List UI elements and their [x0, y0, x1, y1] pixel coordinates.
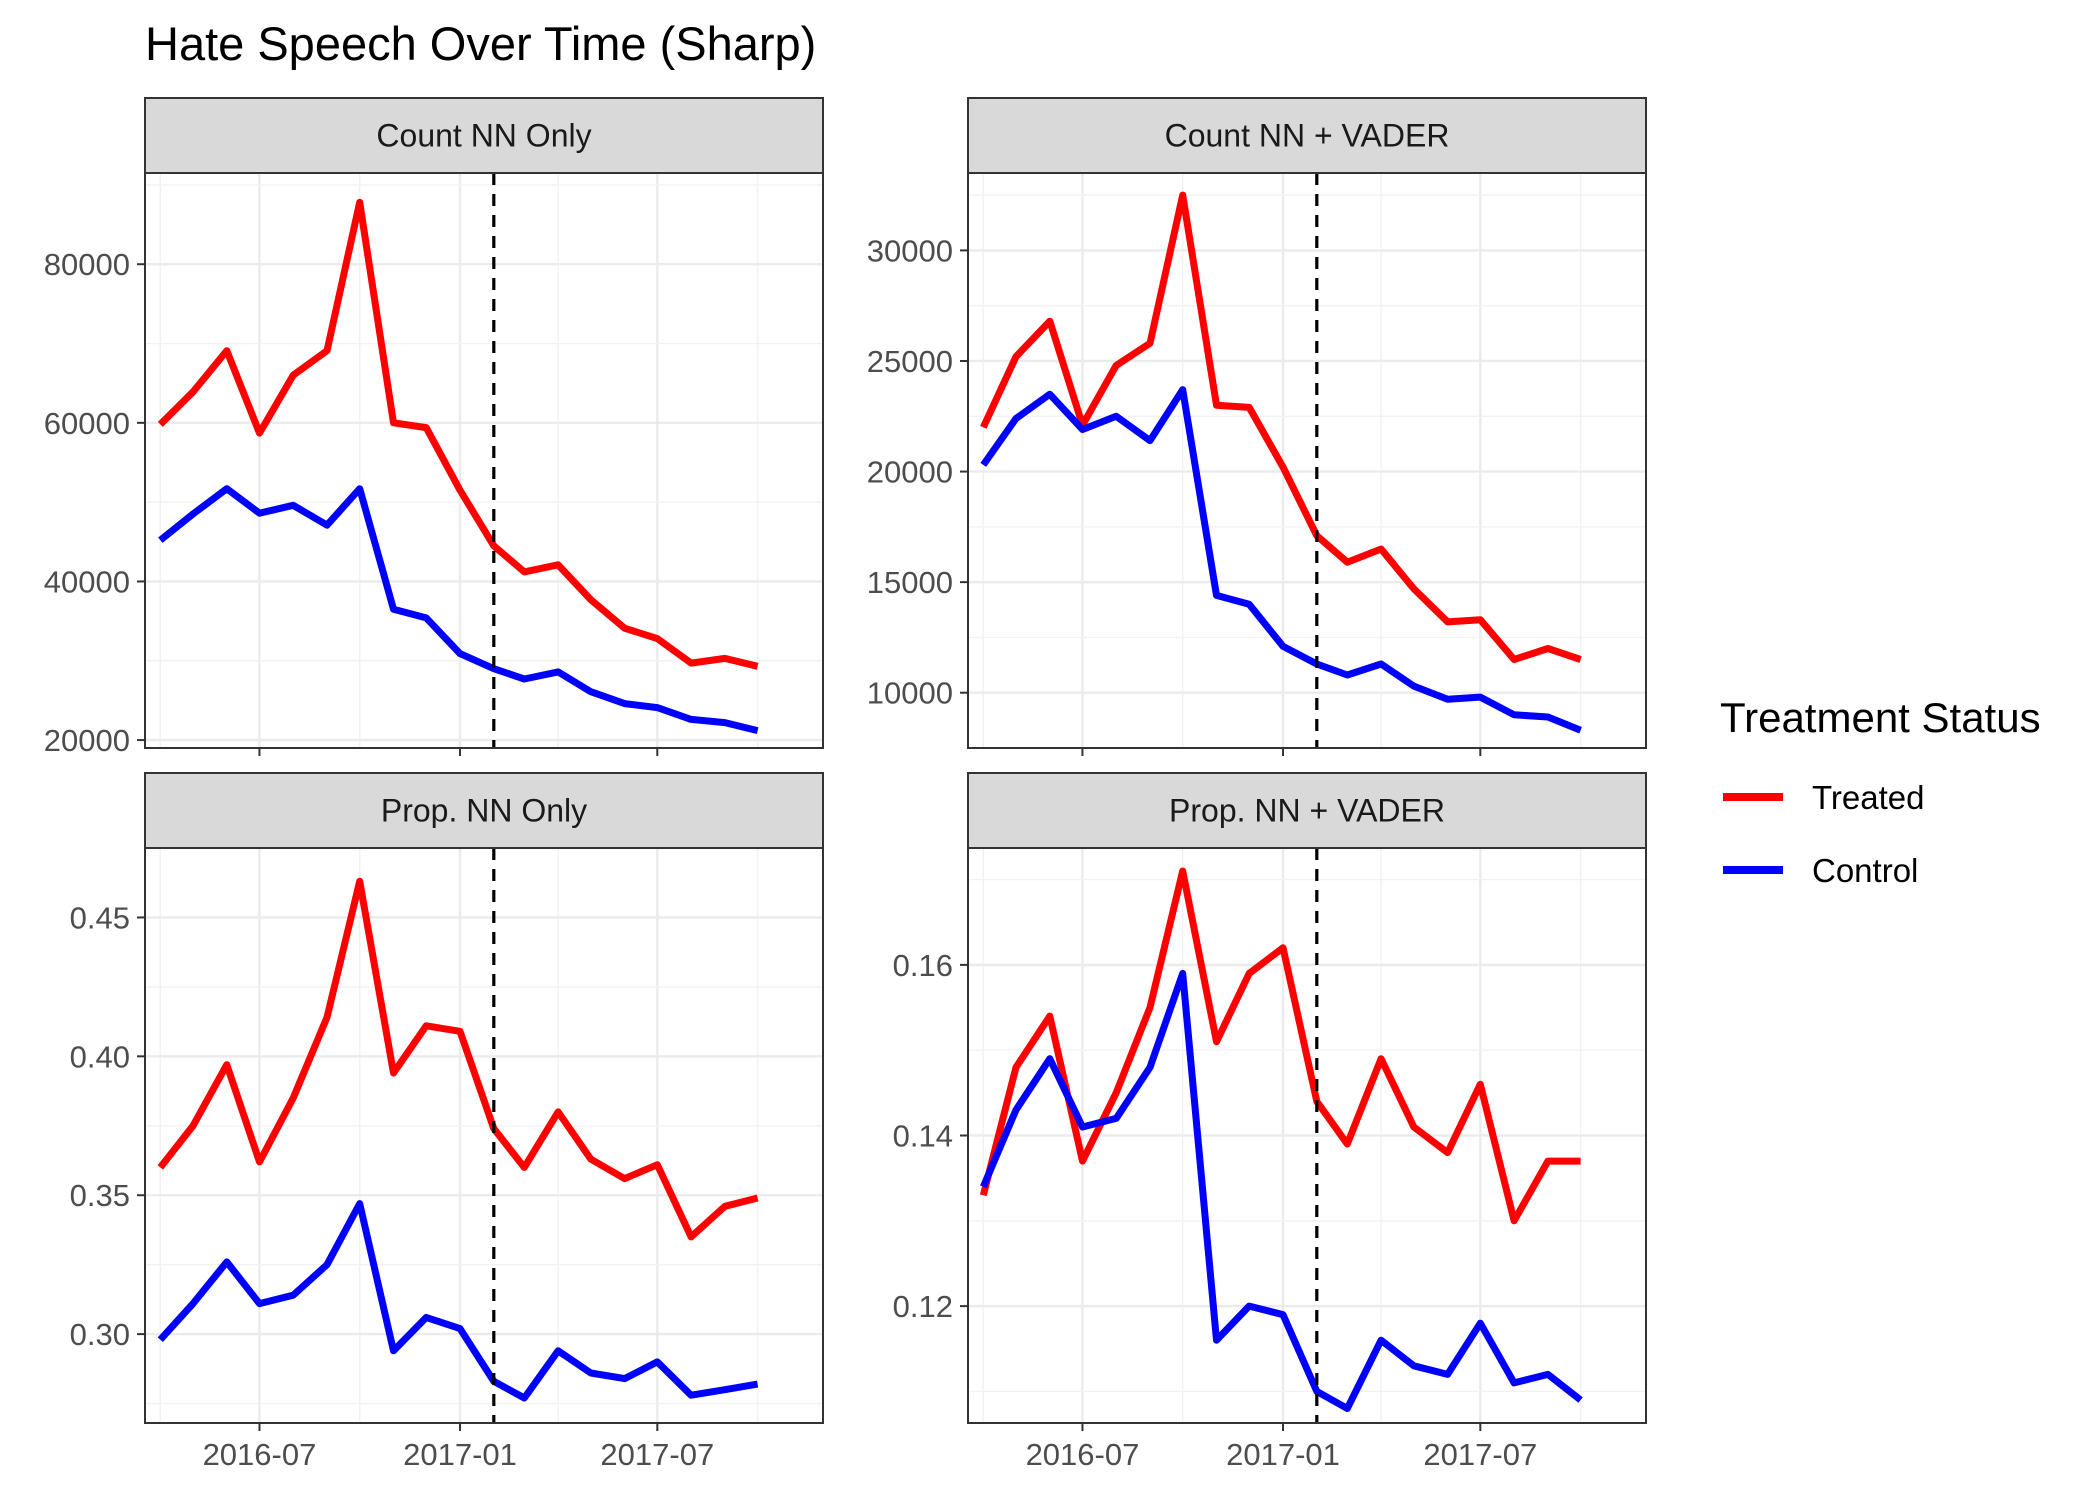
legend-title: Treatment Status [1720, 694, 2041, 741]
x-tick-label: 2017-01 [1226, 1437, 1340, 1472]
y-tick-label: 25000 [867, 344, 953, 379]
series-line-control [157, 1200, 759, 1402]
y-tick-label: 20000 [44, 723, 130, 758]
y-tick-label: 0.14 [893, 1119, 953, 1154]
y-tick-label: 0.30 [70, 1317, 130, 1352]
series-line-control [158, 485, 759, 734]
y-tick-label: 15000 [867, 565, 953, 600]
strip-label: Count NN + VADER [1165, 118, 1450, 154]
strip-label: Prop. NN Only [381, 793, 587, 829]
y-tick-label: 0.16 [893, 948, 953, 983]
y-tick-label: 0.35 [70, 1178, 130, 1213]
panel-border [967, 172, 1647, 749]
y-tick-label: 0.40 [70, 1039, 130, 1074]
y-tick-label: 40000 [44, 564, 130, 599]
x-tick-label: 2016-07 [203, 1437, 317, 1472]
series-line-control [980, 969, 1583, 1412]
y-tick-label: 20000 [867, 455, 953, 490]
series-line-treated [157, 198, 759, 670]
strip-count-nn-only [144, 97, 824, 174]
panel-count-nn-only: Count NN Only 20000 40000 60000 80000 [44, 97, 824, 758]
y-tick-label: 60000 [44, 406, 130, 441]
x-tick-label: 2016-07 [1026, 1437, 1140, 1472]
x-tick-label: 2017-07 [600, 1437, 714, 1472]
panel-prop-nn-only: Prop. NN Only 0.30 0.35 0.40 0.45 2016-07 2017… [70, 772, 824, 1472]
y-tick-label: 30000 [867, 233, 953, 268]
x-tick-label: 2017-01 [403, 1437, 517, 1472]
panel-border [144, 847, 824, 1424]
y-tick-label: 80000 [44, 247, 130, 282]
chart-title: Hate Speech Over Time (Sharp) [145, 17, 816, 70]
strip-prop-nn-only [144, 772, 824, 849]
series-line-treated [979, 867, 1581, 1225]
legend: Treatment Status Treated Control [1720, 694, 2041, 889]
strip-label: Count NN Only [376, 118, 591, 154]
panel-count-nn-vader: Count NN + VADER 10000 15000 20000 25000 3000… [867, 97, 1647, 756]
y-tick-label: 0.45 [70, 900, 130, 935]
panel-prop-nn-vader: Prop. NN + VADER 0.12 0.14 0.16 2016-07 2017-… [893, 772, 1647, 1472]
series-line-treated [157, 877, 759, 1241]
y-tick-label: 0.12 [893, 1289, 953, 1324]
series-line-control [980, 386, 1582, 734]
y-tick-label: 10000 [867, 676, 953, 711]
legend-label-treated: Treated [1812, 779, 1925, 816]
legend-label-control: Control [1812, 852, 1918, 889]
strip-label: Prop. NN + VADER [1169, 793, 1445, 829]
panel-border [144, 172, 824, 749]
strip-count-nn-vader [967, 97, 1647, 174]
x-tick-label: 2017-07 [1423, 1437, 1537, 1472]
